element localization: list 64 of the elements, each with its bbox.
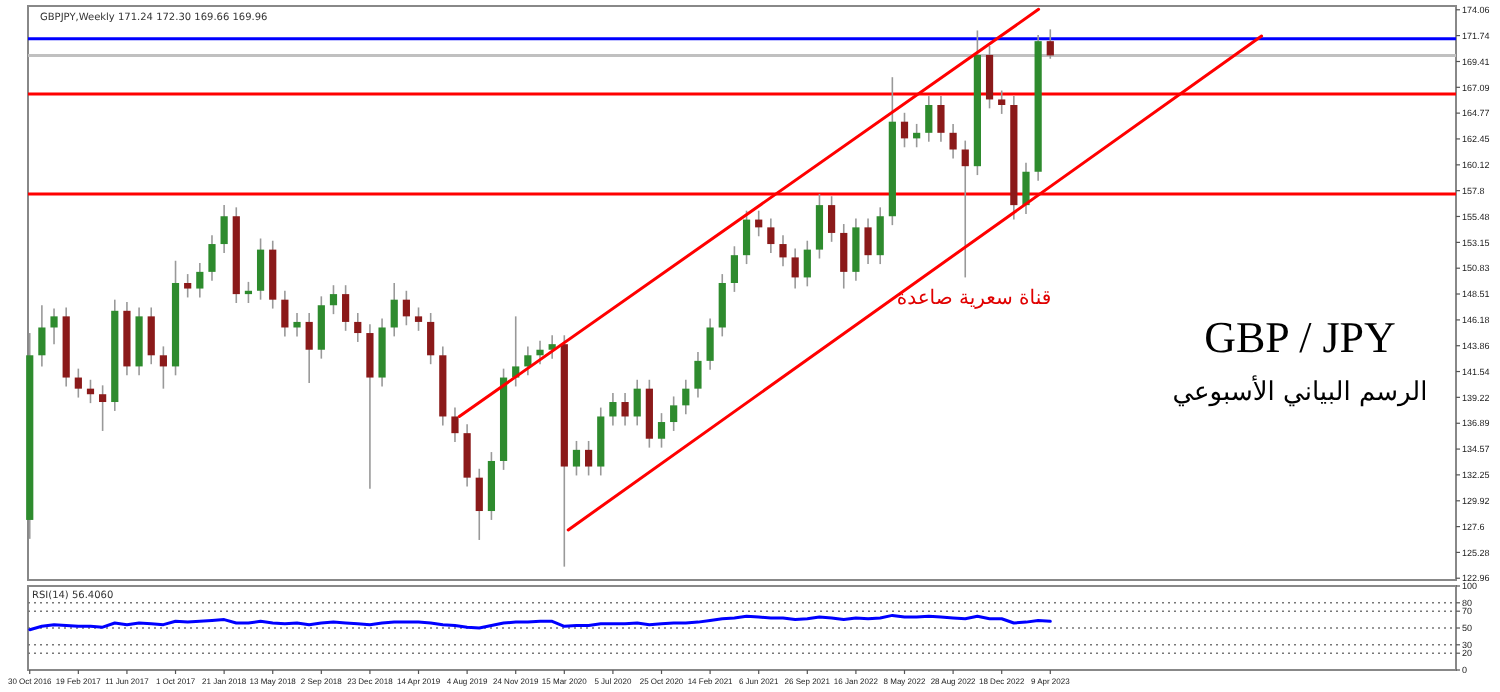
candlestick — [305, 312, 313, 384]
candlestick — [281, 289, 289, 338]
candlestick — [572, 440, 581, 477]
text: GBP / JPY — [1204, 312, 1396, 362]
candlestick — [657, 412, 666, 449]
candlestick — [706, 317, 714, 371]
candlestick — [463, 423, 471, 488]
candlestick — [38, 304, 46, 368]
candlestick — [159, 345, 167, 390]
candlestick — [937, 95, 945, 143]
candlestick — [208, 234, 216, 282]
candlestick — [730, 245, 739, 293]
candlestick — [815, 193, 824, 260]
candlestick — [718, 273, 726, 338]
candlestick — [670, 395, 678, 432]
candlestick — [828, 195, 836, 243]
candlestick — [451, 406, 459, 443]
candlestick — [621, 392, 629, 427]
candlestick — [1046, 28, 1054, 60]
candlestick — [414, 306, 423, 332]
candlestick — [609, 392, 617, 427]
candlestick — [864, 217, 872, 265]
candlestick — [99, 384, 107, 432]
candlestick — [475, 467, 483, 541]
candlestick — [742, 209, 751, 265]
candlestick — [803, 239, 811, 288]
candlestick — [196, 262, 204, 299]
candlestick — [536, 340, 544, 365]
candlestick — [317, 295, 325, 360]
candlestick — [184, 273, 192, 299]
text: الرسم البياني الأسبوعي — [1172, 374, 1428, 408]
candlestick — [293, 312, 301, 338]
candlestick — [852, 217, 860, 282]
candlestick — [682, 378, 690, 416]
candlestick — [633, 378, 641, 427]
candlestick — [366, 323, 374, 490]
candlestick — [791, 247, 799, 290]
candlestick — [900, 111, 909, 149]
candlestick — [342, 284, 350, 332]
candlestick — [949, 123, 957, 160]
candlestick — [74, 367, 82, 399]
candlestick — [147, 306, 155, 365]
candlestick — [329, 284, 338, 315]
candlestick — [985, 45, 994, 110]
candlestick — [1022, 162, 1030, 215]
candlestick — [925, 95, 933, 143]
candlestick — [767, 217, 775, 254]
candlestick — [585, 440, 593, 477]
candlestick — [779, 234, 787, 268]
candlestick — [876, 206, 884, 265]
candlestick — [840, 223, 848, 290]
candlestick — [961, 139, 969, 279]
candlestick — [402, 289, 410, 327]
candlestick — [427, 312, 435, 365]
candlestick — [354, 312, 362, 343]
candlestick — [390, 282, 398, 338]
candlestick — [256, 237, 265, 301]
candlestick — [998, 89, 1006, 115]
candlestick — [694, 351, 702, 399]
candlestick — [220, 204, 228, 254]
annotation: قناة سعرية صاعدة — [896, 288, 1052, 310]
line-series — [28, 613, 1052, 632]
candlestick — [524, 345, 532, 377]
candlestick — [50, 307, 58, 345]
